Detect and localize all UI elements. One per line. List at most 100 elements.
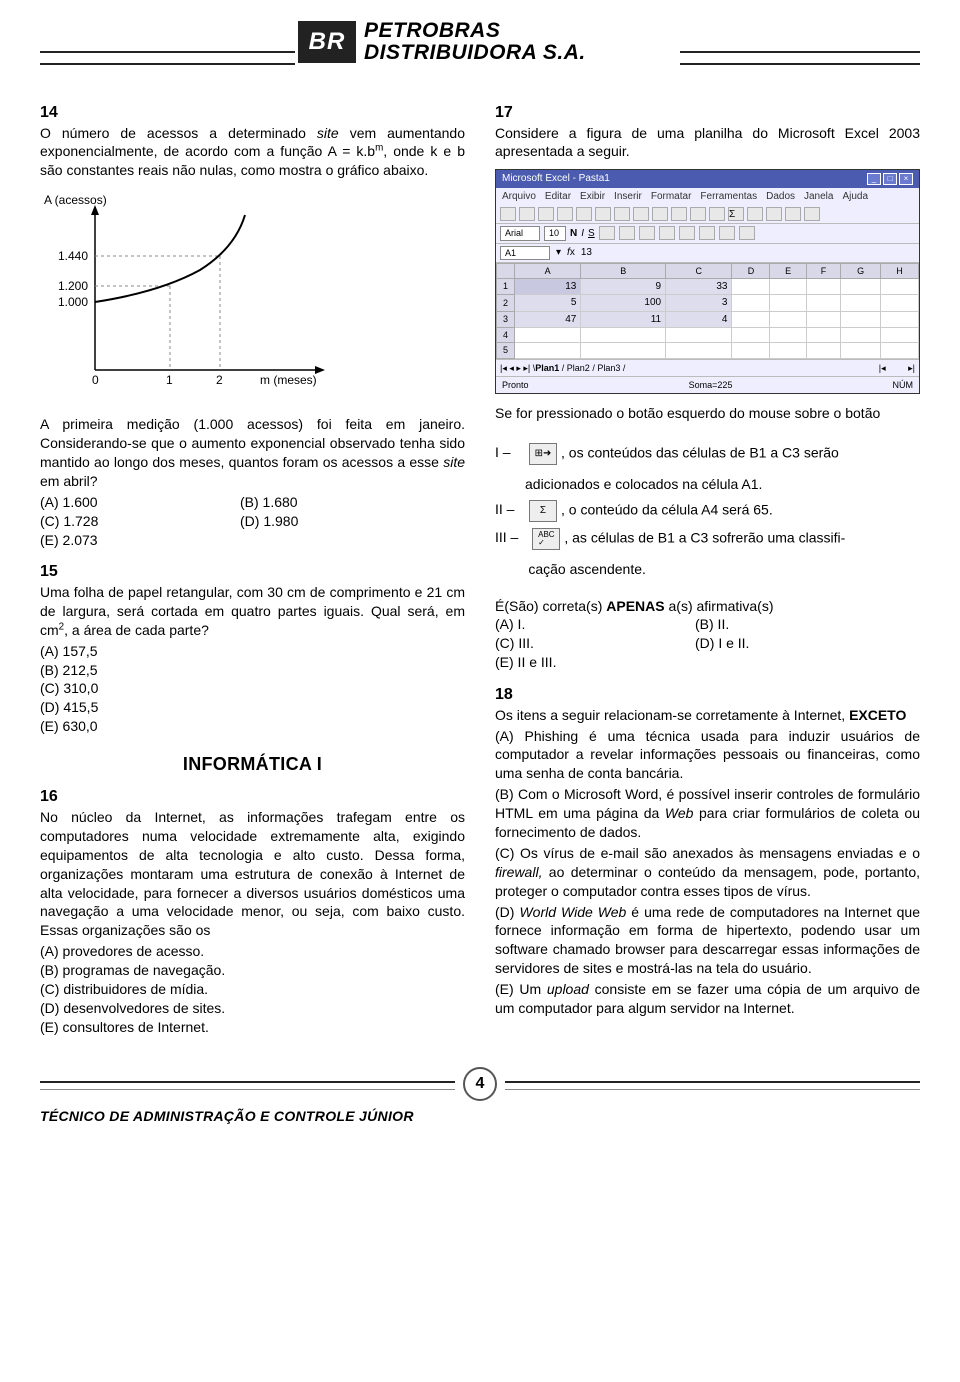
- cell[interactable]: [732, 278, 770, 295]
- cell[interactable]: [581, 343, 666, 358]
- col-header[interactable]: G: [841, 263, 881, 278]
- cell[interactable]: [841, 295, 881, 312]
- autosum-icon[interactable]: Σ: [728, 207, 744, 221]
- cell[interactable]: [515, 328, 581, 343]
- cell[interactable]: [732, 295, 770, 312]
- menu-inserir[interactable]: Inserir: [614, 190, 642, 204]
- menu-exibir[interactable]: Exibir: [580, 190, 605, 204]
- toolbar-button-icon[interactable]: [557, 207, 573, 221]
- col-header[interactable]: B: [581, 263, 666, 278]
- cell[interactable]: [770, 328, 806, 343]
- toolbar-button-icon[interactable]: [538, 207, 554, 221]
- cell[interactable]: [841, 328, 881, 343]
- cell[interactable]: 100: [581, 295, 666, 312]
- cell[interactable]: [770, 295, 806, 312]
- col-header[interactable]: C: [666, 263, 732, 278]
- row-header[interactable]: 1: [497, 278, 515, 295]
- cell[interactable]: [880, 278, 918, 295]
- toolbar-button-icon[interactable]: [652, 207, 668, 221]
- cell[interactable]: [806, 295, 841, 312]
- menu-ferramentas[interactable]: Ferramentas: [700, 190, 757, 204]
- toolbar-button-icon[interactable]: [519, 207, 535, 221]
- menu-arquivo[interactable]: Arquivo: [502, 190, 536, 204]
- col-header[interactable]: A: [515, 263, 581, 278]
- cell[interactable]: [770, 311, 806, 328]
- corner-cell[interactable]: [497, 263, 515, 278]
- align-icon[interactable]: [619, 226, 635, 240]
- toolbar-button-icon[interactable]: [804, 207, 820, 221]
- format-icon[interactable]: [699, 226, 715, 240]
- cell[interactable]: [806, 328, 841, 343]
- menu-ajuda[interactable]: Ajuda: [842, 190, 868, 204]
- font-name-select[interactable]: Arial: [500, 226, 540, 240]
- menu-formatar[interactable]: Formatar: [651, 190, 692, 204]
- cell[interactable]: 11: [581, 311, 666, 328]
- cell[interactable]: [841, 343, 881, 358]
- font-size-select[interactable]: 10: [544, 226, 566, 240]
- cell[interactable]: [515, 343, 581, 358]
- cell[interactable]: 4: [666, 311, 732, 328]
- cell[interactable]: [732, 328, 770, 343]
- menu-editar[interactable]: Editar: [545, 190, 571, 204]
- toolbar-button-icon[interactable]: [576, 207, 592, 221]
- cell[interactable]: [806, 343, 841, 358]
- col-header[interactable]: D: [732, 263, 770, 278]
- row-header[interactable]: 5: [497, 343, 515, 358]
- toolbar-button-icon[interactable]: [747, 207, 763, 221]
- cell[interactable]: [806, 311, 841, 328]
- toolbar-button-icon[interactable]: [671, 207, 687, 221]
- toolbar-button-icon[interactable]: [766, 207, 782, 221]
- cell[interactable]: [880, 311, 918, 328]
- maximize-icon[interactable]: □: [883, 173, 897, 185]
- italic-icon[interactable]: I: [581, 227, 584, 241]
- cell[interactable]: [841, 278, 881, 295]
- bold-icon[interactable]: N: [570, 227, 577, 241]
- cell[interactable]: [770, 278, 806, 295]
- sheet-nav[interactable]: |◂ ◂ ▸ ▸|: [500, 363, 530, 373]
- toolbar-button-icon[interactable]: [690, 207, 706, 221]
- col-header[interactable]: E: [770, 263, 806, 278]
- cell[interactable]: [880, 328, 918, 343]
- cell[interactable]: [732, 343, 770, 358]
- close-icon[interactable]: ×: [899, 173, 913, 185]
- row-header[interactable]: 2: [497, 295, 515, 312]
- menu-dados[interactable]: Dados: [766, 190, 795, 204]
- name-box[interactable]: A1: [500, 246, 550, 260]
- cell[interactable]: 47: [515, 311, 581, 328]
- cell[interactable]: 33: [666, 278, 732, 295]
- cell[interactable]: 13: [515, 278, 581, 295]
- minimize-icon[interactable]: _: [867, 173, 881, 185]
- toolbar-button-icon[interactable]: [633, 207, 649, 221]
- align-icon[interactable]: [639, 226, 655, 240]
- cell[interactable]: [770, 343, 806, 358]
- underline-icon[interactable]: S: [588, 227, 595, 241]
- cell[interactable]: [841, 311, 881, 328]
- toolbar-button-icon[interactable]: [500, 207, 516, 221]
- format-icon[interactable]: [719, 226, 735, 240]
- format-icon[interactable]: [659, 226, 675, 240]
- cell[interactable]: [666, 343, 732, 358]
- fx-icon[interactable]: fx: [567, 246, 575, 260]
- align-icon[interactable]: [599, 226, 615, 240]
- toolbar-button-icon[interactable]: [595, 207, 611, 221]
- format-icon[interactable]: [679, 226, 695, 240]
- col-header[interactable]: F: [806, 263, 841, 278]
- cell[interactable]: [806, 278, 841, 295]
- toolbar-button-icon[interactable]: [614, 207, 630, 221]
- toolbar-button-icon[interactable]: [785, 207, 801, 221]
- cell[interactable]: [581, 328, 666, 343]
- cell[interactable]: [666, 328, 732, 343]
- cell[interactable]: 5: [515, 295, 581, 312]
- cell[interactable]: [880, 343, 918, 358]
- cell[interactable]: 9: [581, 278, 666, 295]
- row-header[interactable]: 3: [497, 311, 515, 328]
- toolbar-button-icon[interactable]: [709, 207, 725, 221]
- excel-grid[interactable]: A B C D E F G H 113933 251003 347114 4: [496, 263, 919, 359]
- cell[interactable]: 3: [666, 295, 732, 312]
- cell[interactable]: [732, 311, 770, 328]
- menu-janela[interactable]: Janela: [804, 190, 833, 204]
- row-header[interactable]: 4: [497, 328, 515, 343]
- formula-bar[interactable]: 13: [581, 246, 592, 260]
- col-header[interactable]: H: [880, 263, 918, 278]
- cell[interactable]: [880, 295, 918, 312]
